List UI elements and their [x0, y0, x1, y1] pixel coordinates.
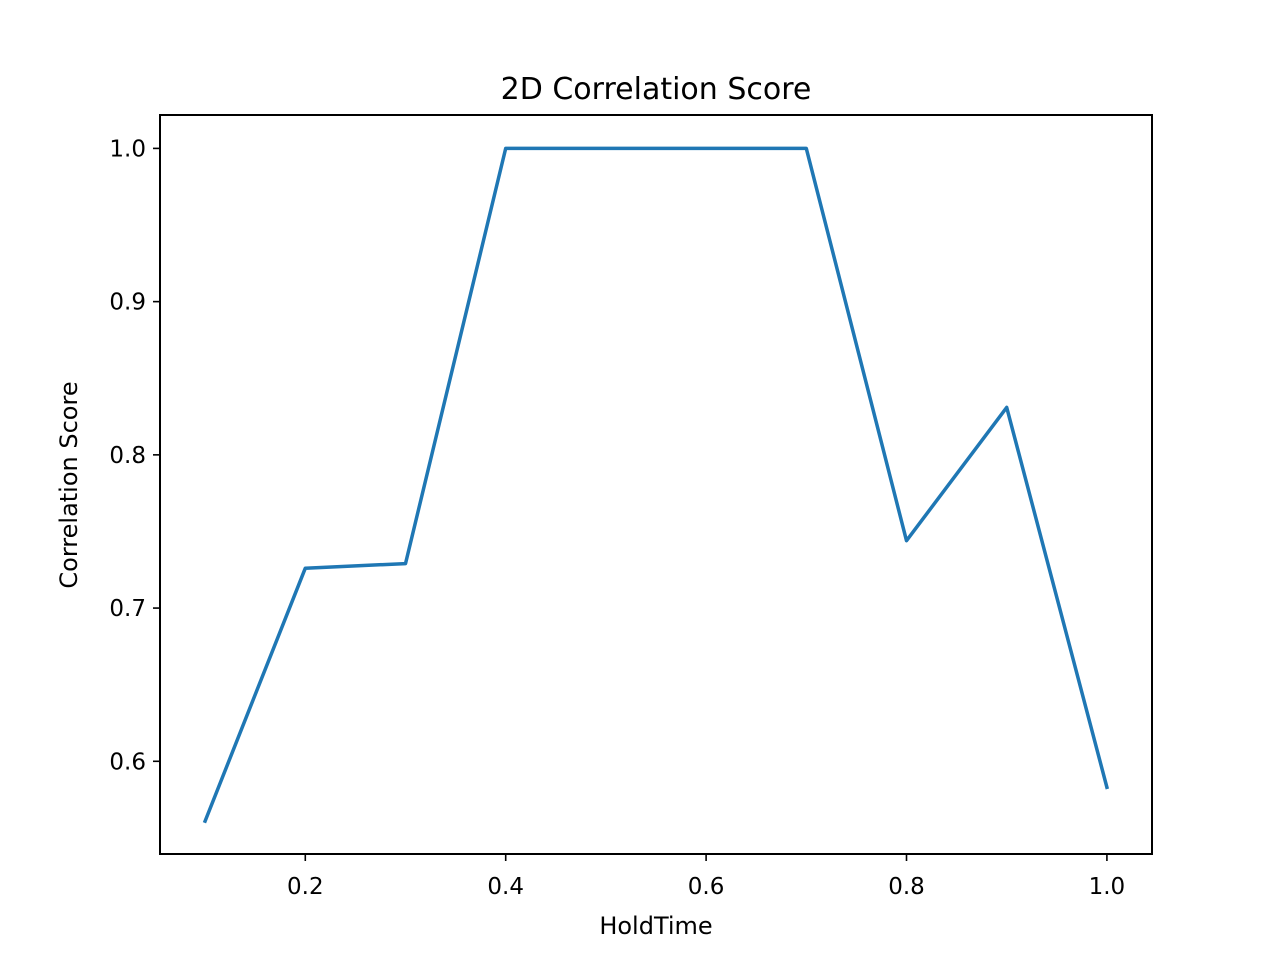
y-axis-label: Correlation Score — [55, 381, 83, 588]
y-tick-label: 0.7 — [109, 596, 146, 622]
y-tick-label: 0.6 — [109, 749, 146, 775]
series-line — [202, 146, 1110, 824]
y-tick-label: 1.0 — [109, 136, 146, 162]
x-tick-label: 0.6 — [688, 874, 725, 900]
chart-title: 2D Correlation Score — [501, 72, 812, 107]
plot-frame — [159, 114, 1153, 855]
y-tick-label: 0.8 — [109, 443, 146, 469]
x-tick-label: 0.2 — [287, 874, 324, 900]
y-tick-label: 0.9 — [109, 290, 146, 316]
x-tick-label: 0.8 — [888, 874, 925, 900]
ticks: 0.2 0.4 0.6 0.8 1.0 0.6 0.7 0.8 0.9 1.0 — [109, 136, 1125, 900]
series-group — [202, 146, 1110, 824]
x-tick-label: 1.0 — [1089, 874, 1126, 900]
x-axis-label: HoldTime — [599, 912, 712, 940]
x-tick-label: 0.4 — [487, 874, 524, 900]
